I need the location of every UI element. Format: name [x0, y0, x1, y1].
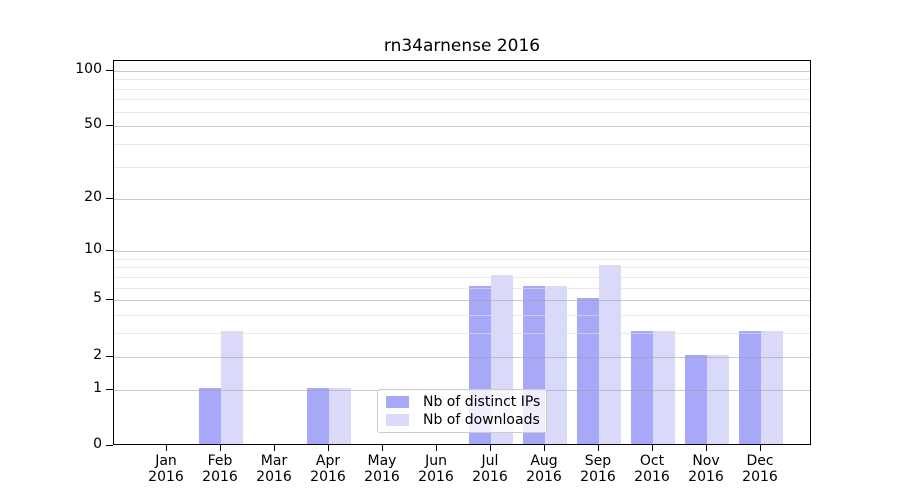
x-tick-label-feb: Feb 2016 [202, 453, 238, 485]
y-tick-label-10: 10 [84, 241, 102, 257]
x-tick-mark-may [382, 445, 383, 451]
x-tick-label-apr: Apr 2016 [310, 453, 346, 485]
x-tick-label-jul: Jul 2016 [472, 453, 508, 485]
y-tick-mark-100 [106, 70, 113, 71]
legend-entry-downloads: Nb of downloads [386, 412, 540, 428]
x-tick-label-sep: Sep 2016 [580, 453, 616, 485]
legend: Nb of distinct IPs Nb of downloads [377, 389, 547, 433]
bar-distinct-ips-dec [739, 331, 761, 444]
y-tick-label-100: 100 [75, 61, 102, 77]
y-tick-mark-20 [106, 198, 113, 199]
legend-label-distinct-ips: Nb of distinct IPs [423, 394, 541, 410]
bar-downloads-dec [761, 331, 783, 444]
y-tick-label-20: 20 [84, 189, 102, 205]
x-tick-label-jan: Jan 2016 [148, 453, 184, 485]
bar-distinct-ips-apr [307, 387, 329, 444]
legend-label-downloads: Nb of downloads [423, 412, 540, 428]
y-tick-mark-50 [106, 125, 113, 126]
y-tick-label-5: 5 [93, 290, 102, 306]
y-tick-mark-5 [106, 299, 113, 300]
x-tick-mark-feb [220, 445, 221, 451]
x-tick-label-aug: Aug 2016 [526, 453, 562, 485]
chart-title: rn34arnense 2016 [383, 36, 541, 56]
bar-downloads-aug [545, 285, 567, 444]
bar-distinct-ips-nov [685, 354, 707, 444]
bar-downloads-sep [599, 265, 621, 444]
bar-downloads-oct [653, 331, 675, 444]
y-tick-label-0: 0 [93, 436, 102, 452]
x-tick-label-nov: Nov 2016 [688, 453, 724, 485]
y-tick-mark-1 [106, 389, 113, 390]
x-tick-mark-apr [328, 445, 329, 451]
plot-area [113, 60, 811, 445]
legend-entry-distinct-ips: Nb of distinct IPs [386, 394, 541, 410]
x-tick-mark-mar [274, 445, 275, 451]
x-tick-mark-jan [166, 445, 167, 451]
y-tick-label-2: 2 [93, 347, 102, 363]
legend-swatch-distinct-ips [386, 396, 409, 408]
bar-downloads-feb [221, 331, 243, 444]
x-tick-label-may: May 2016 [364, 453, 400, 485]
y-tick-label-1: 1 [93, 380, 102, 396]
y-tick-mark-10 [106, 250, 113, 251]
legend-swatch-downloads [386, 414, 409, 426]
x-tick-label-mar: Mar 2016 [256, 453, 292, 485]
x-tick-mark-nov [706, 445, 707, 451]
bar-downloads-apr [329, 387, 351, 444]
bars-layer [114, 61, 810, 444]
x-tick-label-dec: Dec 2016 [742, 453, 778, 485]
x-tick-label-oct: Oct 2016 [634, 453, 670, 485]
x-tick-mark-sep [598, 445, 599, 451]
x-tick-mark-oct [652, 445, 653, 451]
bar-distinct-ips-sep [577, 298, 599, 444]
x-tick-mark-jul [490, 445, 491, 451]
bar-downloads-nov [707, 354, 729, 444]
y-tick-mark-2 [106, 356, 113, 357]
x-tick-mark-dec [760, 445, 761, 451]
y-tick-label-50: 50 [84, 116, 102, 132]
bar-distinct-ips-feb [199, 387, 221, 444]
x-tick-mark-jun [436, 445, 437, 451]
x-tick-mark-aug [544, 445, 545, 451]
y-tick-mark-0 [106, 445, 113, 446]
bar-distinct-ips-oct [631, 331, 653, 444]
x-tick-label-jun: Jun 2016 [418, 453, 454, 485]
